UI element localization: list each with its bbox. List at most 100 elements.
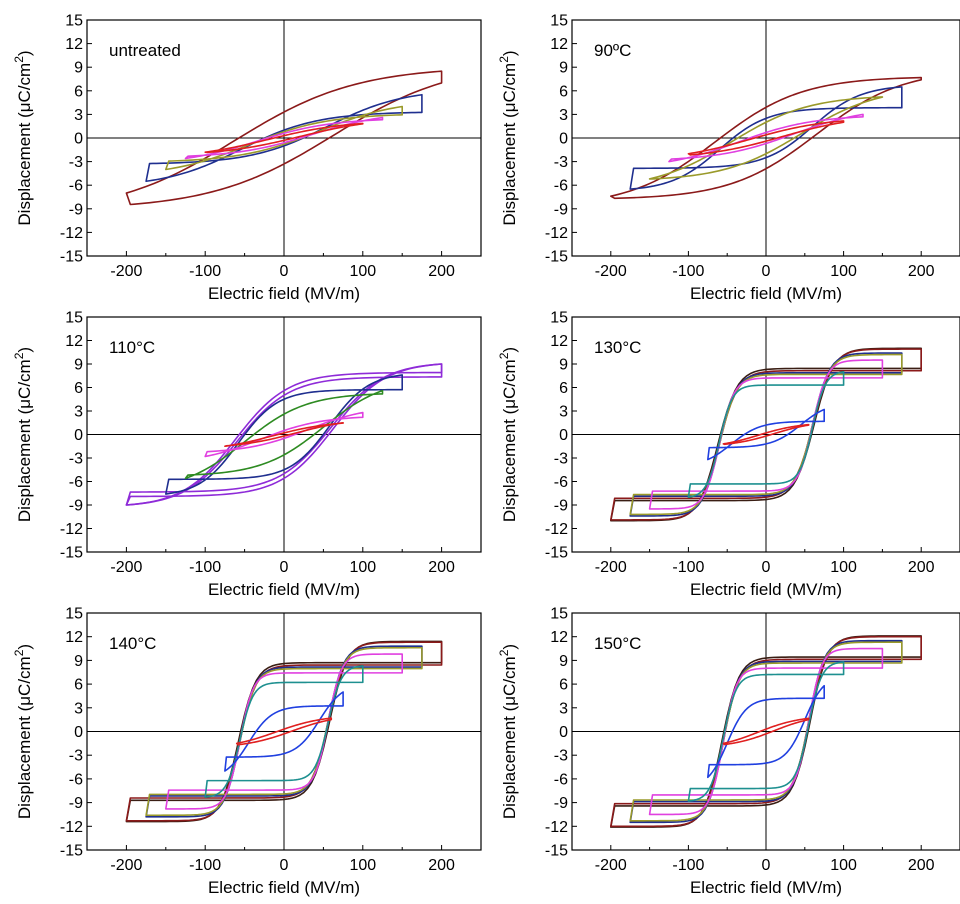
x-tick-label: -200 (595, 559, 627, 576)
y-tick-label: -9 (69, 201, 83, 218)
y-axis-title-mu: μ (15, 102, 34, 112)
panel-label: 140°C (109, 634, 156, 653)
hysteresis-loop-8 (235, 717, 333, 746)
x-tick-label: -100 (672, 263, 704, 280)
hysteresis-loop-6 (687, 661, 845, 802)
x-tick-label: 0 (762, 857, 771, 874)
y-axis-title-mu: μ (15, 696, 34, 706)
x-tick-label: -100 (672, 857, 704, 874)
hysteresis-loop-5 (204, 122, 364, 154)
y-tick-label: 0 (74, 427, 83, 444)
chart-panel-3: -200 -100 0 100 200 -15 -12 -9 -6 -3 0 3 6 9 12 15 Elect… (12, 310, 482, 599)
hysteresis-loop-3 (165, 105, 403, 171)
y-tick-label: -3 (554, 451, 568, 468)
panel-label: untreated (109, 41, 181, 60)
y-tick-label: -15 (545, 843, 568, 860)
hysteresis-loop-8 (722, 717, 810, 746)
y-axis-title-unit: C/cm (500, 656, 519, 696)
y-tick-label: 6 (559, 677, 568, 694)
hysteresis-loop-5 (687, 120, 845, 156)
y-tick-label: 15 (65, 13, 83, 30)
loop-group (125, 363, 443, 506)
y-tick-label: 0 (74, 131, 83, 148)
panel-label: 110°C (109, 338, 155, 357)
y-tick-label: -6 (554, 771, 568, 788)
y-axis-title-sup: 2 (497, 56, 511, 63)
x-tick-label: 200 (908, 857, 935, 874)
loop-group (125, 640, 443, 823)
y-tick-label: -6 (554, 178, 568, 195)
x-tick-label: 200 (428, 857, 455, 874)
y-tick-label: -3 (554, 154, 568, 171)
x-tick-label: 100 (349, 263, 376, 280)
x-tick-label: -200 (110, 559, 142, 576)
x-axis-title: Electric field (MV/m) (690, 284, 842, 303)
y-tick-label: -12 (60, 819, 83, 836)
y-tick-label: -6 (69, 771, 83, 788)
hysteresis-loop-7 (224, 691, 344, 772)
y-tick-label: 15 (550, 606, 568, 623)
x-tick-label: 200 (908, 559, 935, 576)
y-tick-label: 6 (74, 380, 83, 397)
y-tick-label: 9 (559, 357, 568, 374)
y-axis-title-unit: C/cm (15, 656, 34, 696)
y-axis-title-prefix: Displacement ( (15, 112, 34, 226)
y-axis-title-mu: μ (500, 102, 519, 112)
y-tick-label: -3 (69, 748, 83, 765)
y-axis-title-suffix: ) (15, 644, 34, 650)
y-axis-title-sup: 2 (497, 352, 511, 359)
y-tick-label: -15 (545, 249, 568, 266)
y-tick-label: -15 (545, 545, 568, 562)
y-tick-label: -3 (69, 451, 83, 468)
y-tick-label: -15 (60, 843, 83, 860)
chart-panel-6: -200 -100 0 100 200 -15 -12 -9 -6 -3 0 3 6 9 12 15 Elect… (497, 606, 960, 897)
y-axis-title: Displacement (μC/cm2) (12, 50, 34, 225)
y-tick-label: -6 (554, 474, 568, 491)
x-tick-label: 100 (830, 559, 857, 576)
y-tick-label: 3 (74, 700, 83, 717)
hysteresis-loop-6 (687, 371, 845, 498)
y-tick-label: -15 (60, 249, 83, 266)
x-axis-title: Electric field (MV/m) (208, 284, 360, 303)
y-axis-title-sup: 2 (12, 56, 26, 63)
x-tick-label: -200 (110, 263, 142, 280)
y-tick-label: -9 (554, 795, 568, 812)
y-axis-title: Displacement (μC/cm2) (497, 50, 519, 225)
y-tick-label: 15 (550, 310, 568, 327)
y-tick-label: 0 (74, 724, 83, 741)
panel-label: 90ºC (594, 41, 631, 60)
y-axis-title-unit: C/cm (500, 359, 519, 399)
x-axis-title: Electric field (MV/m) (208, 878, 360, 897)
y-tick-label: 6 (559, 380, 568, 397)
x-tick-label: 100 (349, 857, 376, 874)
y-tick-label: 9 (74, 60, 83, 77)
y-axis-title-sup: 2 (12, 649, 26, 656)
y-axis-title-suffix: ) (15, 50, 34, 56)
y-tick-label: 12 (65, 36, 83, 53)
y-axis-title-unit: C/cm (500, 63, 519, 103)
y-axis-title-unit: C/cm (15, 359, 34, 399)
y-axis-title-mu: μ (15, 399, 34, 409)
y-tick-label: -3 (69, 154, 83, 171)
y-tick-label: -9 (554, 201, 568, 218)
y-tick-label: -12 (545, 819, 568, 836)
y-tick-label: 3 (74, 107, 83, 124)
y-tick-label: -6 (69, 474, 83, 491)
x-tick-label: 0 (280, 857, 289, 874)
panel-label: 150°C (594, 634, 641, 653)
y-tick-label: 12 (550, 333, 568, 350)
x-tick-label: -100 (672, 559, 704, 576)
loop-group (125, 70, 443, 206)
y-tick-label: 12 (65, 629, 83, 646)
hysteresis-loop-6 (224, 421, 344, 448)
y-tick-label: 6 (74, 677, 83, 694)
hysteresis-loop-4 (184, 389, 384, 480)
x-tick-label: 0 (280, 559, 289, 576)
x-tick-label: -200 (595, 263, 627, 280)
y-axis-title-suffix: ) (500, 347, 519, 353)
hysteresis-loop-3 (165, 374, 403, 495)
x-tick-label: 0 (762, 559, 771, 576)
chart-panel-2: -200 -100 0 100 200 -15 -12 -9 -6 -3 0 3 6 9 12 15 Elect… (497, 13, 960, 303)
y-tick-label: 3 (559, 404, 568, 421)
y-tick-label: 12 (550, 629, 568, 646)
